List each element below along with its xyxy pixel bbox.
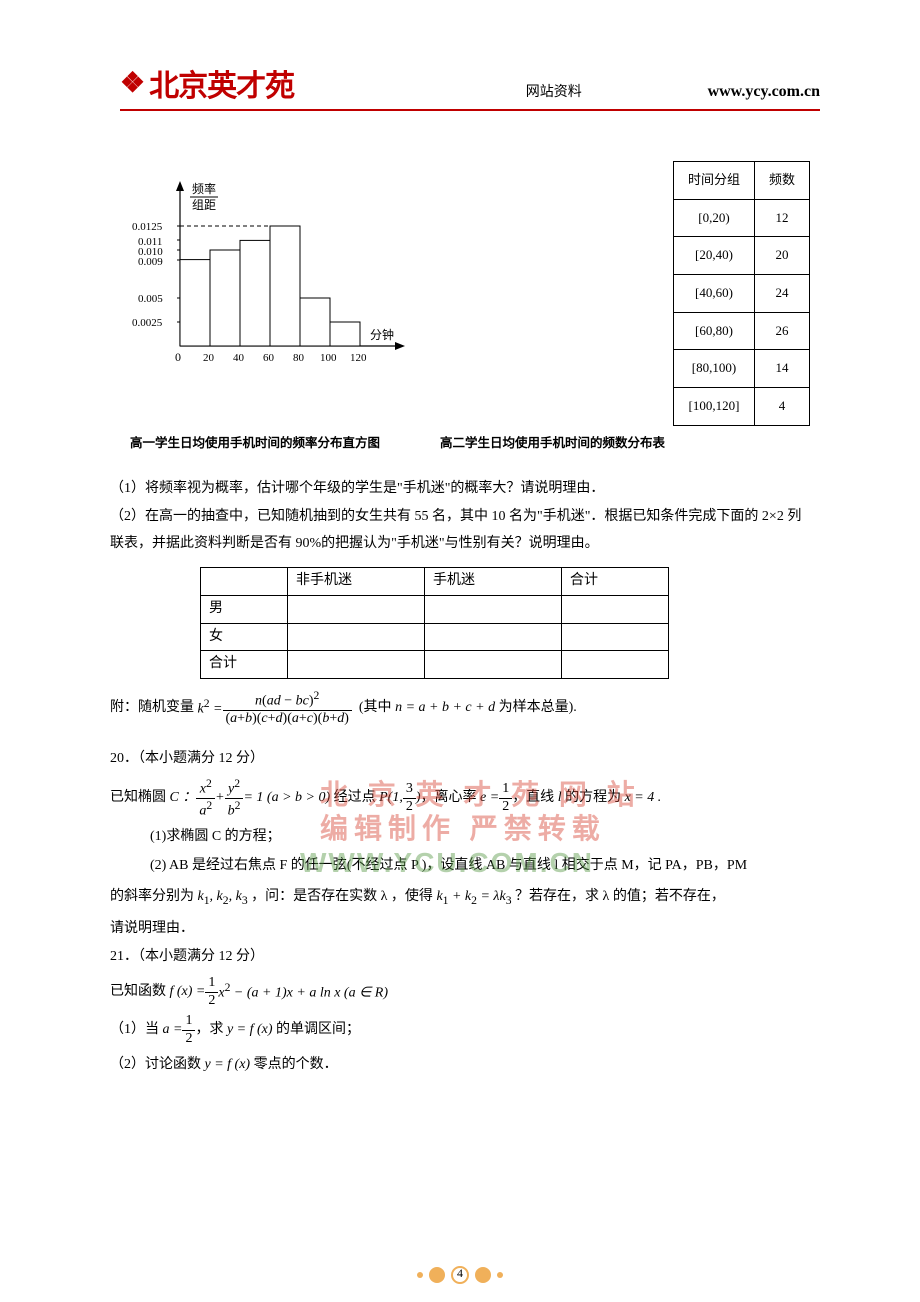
p21-intro: 已知函数 f (x) = 12 x2 − (a + 1)x + a ln x (…	[110, 975, 810, 1010]
p20-b: 经过点	[334, 785, 376, 812]
hist-bars	[180, 226, 360, 346]
freq-th-0: 时间分组	[673, 162, 754, 200]
appendix-formula: 附：随机变量 k2 = n(ad − bc)2 (a+b)(c+d)(a+c)(…	[110, 689, 810, 728]
freq-c: [0,20)	[673, 199, 754, 237]
freq-c: [60,80)	[673, 312, 754, 350]
brand-name: 北京英才苑	[149, 61, 294, 105]
contingency-table: 非手机迷 手机迷 合计 男 女 合计	[200, 567, 669, 678]
freq-c: 26	[754, 312, 809, 350]
p20-d: ，直线	[512, 785, 554, 812]
freq-c: [20,40)	[673, 237, 754, 275]
p20-a: 已知椭圆	[110, 785, 166, 812]
freq-c: 14	[754, 350, 809, 388]
p20-sub2d: ？若存在，求 λ 的值；若不存在，	[515, 884, 725, 911]
p21-s1b: ，求	[195, 1017, 223, 1044]
caption-right: 高二学生日均使用手机时间的频数分布表	[430, 432, 810, 456]
xtick-3: 60	[263, 352, 275, 364]
p20-sub2b: 的斜率分别为	[110, 884, 194, 911]
appendix-mid: (其中	[359, 695, 392, 722]
freq-c: 24	[754, 275, 809, 313]
p21-sub2: （2）讨论函数 y = f (x) 零点的个数．	[110, 1052, 810, 1079]
pagenum-circle-icon: 4	[451, 1266, 469, 1284]
p21-s2a: （2）讨论函数	[110, 1052, 201, 1079]
hist-ylabel-bot: 组距	[192, 198, 216, 212]
header-url: www.ycy.com.cn	[708, 83, 820, 105]
frequency-table: 时间分组 频数 [0,20)12 [20,40)20 [40,60)24 [60…	[673, 161, 810, 426]
p20-sub2-line: 的斜率分别为 k1, k2, k3 ，问：是否存在实数 λ ，使得 k1 + k…	[110, 884, 810, 912]
ytick-5: 0.0025	[132, 317, 163, 329]
freq-c: 12	[754, 199, 809, 237]
ct-r2: 合计	[201, 651, 288, 679]
caption-left: 高一学生日均使用手机时间的频率分布直方图	[110, 432, 430, 456]
question-1: （1）将频率视为概率，估计哪个年级的学生是"手机迷"的概率大？请说明理由．	[110, 476, 810, 503]
freq-c: [80,100)	[673, 350, 754, 388]
hist-ylabel-top: 频率	[192, 181, 216, 196]
histogram-figure: 频率 组距 分钟	[110, 161, 633, 391]
ct-r1: 女	[201, 623, 288, 651]
ct-h1: 非手机迷	[288, 568, 425, 596]
xtick-0: 0	[175, 350, 181, 364]
p20-c: ，离心率	[421, 785, 477, 812]
problem-21-head: 21．（本小题满分 12 分）	[110, 944, 810, 971]
p21-sub1: （1）当 a = 12 ，求 y = f (x) 的单调区间；	[110, 1013, 810, 1048]
pagenum-dot-icon	[475, 1267, 491, 1283]
page-header: ❖ 北京英才苑 网站资料 www.ycy.com.cn	[0, 0, 920, 105]
freq-c: 20	[754, 237, 809, 275]
p20-sub1: (1)求椭圆 C 的方程；	[110, 824, 810, 851]
ytick-3: 0.009	[138, 256, 163, 268]
pagenum-dot-icon	[417, 1272, 423, 1278]
p20-e: 的方程为	[565, 785, 621, 812]
pagenum-dot-icon	[497, 1272, 503, 1278]
hist-xlabel: 分钟	[370, 327, 394, 342]
ytick-0: 0.0125	[132, 221, 163, 233]
appendix-prefix: 附：随机变量	[110, 695, 194, 722]
page-number: 4	[0, 1266, 920, 1284]
freq-c: [100,120]	[673, 388, 754, 426]
p20-sub2a: (2) AB 是经过右焦点 F 的任一弦(不经过点 P )，设直线 AB 与直线…	[110, 853, 810, 880]
xtick-1: 20	[203, 352, 215, 364]
ct-h0	[201, 568, 288, 596]
p20-sub2e: 请说明理由．	[110, 916, 810, 943]
xtick-2: 40	[233, 352, 245, 364]
ct-h3: 合计	[562, 568, 669, 596]
freq-th-1: 频数	[754, 162, 809, 200]
xtick-6: 120	[350, 352, 367, 364]
freq-c: 4	[754, 388, 809, 426]
header-center-label: 网站资料	[400, 81, 708, 105]
freq-c: [40,60)	[673, 275, 754, 313]
ct-r0: 男	[201, 595, 288, 623]
brand-logo: ❖ 北京英才苑	[120, 61, 400, 105]
p21-s2b: 零点的个数．	[254, 1052, 338, 1079]
histogram-svg: 频率 组距 分钟	[110, 161, 410, 391]
appendix-suffix: 为样本总量).	[499, 695, 577, 722]
xtick-4: 80	[293, 352, 305, 364]
problem-20-head: 20．（本小题满分 12 分）	[110, 746, 810, 773]
p21-s1a: （1）当	[110, 1017, 159, 1044]
ct-h2: 手机迷	[425, 568, 562, 596]
p21-s1c: 的单调区间；	[276, 1017, 360, 1044]
ytick-4: 0.005	[138, 293, 163, 305]
logo-icon: ❖	[120, 66, 145, 100]
pagenum-dot-icon	[429, 1267, 445, 1283]
p21-intro-text: 已知函数	[110, 979, 166, 1006]
p20-sub2c: ，问：是否存在实数 λ ，使得	[251, 884, 433, 911]
problem-20-intro: 已知椭圆 C ： x2a2 + y2b2 = 1 (a > b > 0) 经过点…	[110, 777, 810, 821]
xtick-5: 100	[320, 352, 337, 364]
question-2: （2）在高一的抽查中，已知随机抽到的女生共有 55 名，其中 10 名为"手机迷…	[110, 504, 810, 557]
